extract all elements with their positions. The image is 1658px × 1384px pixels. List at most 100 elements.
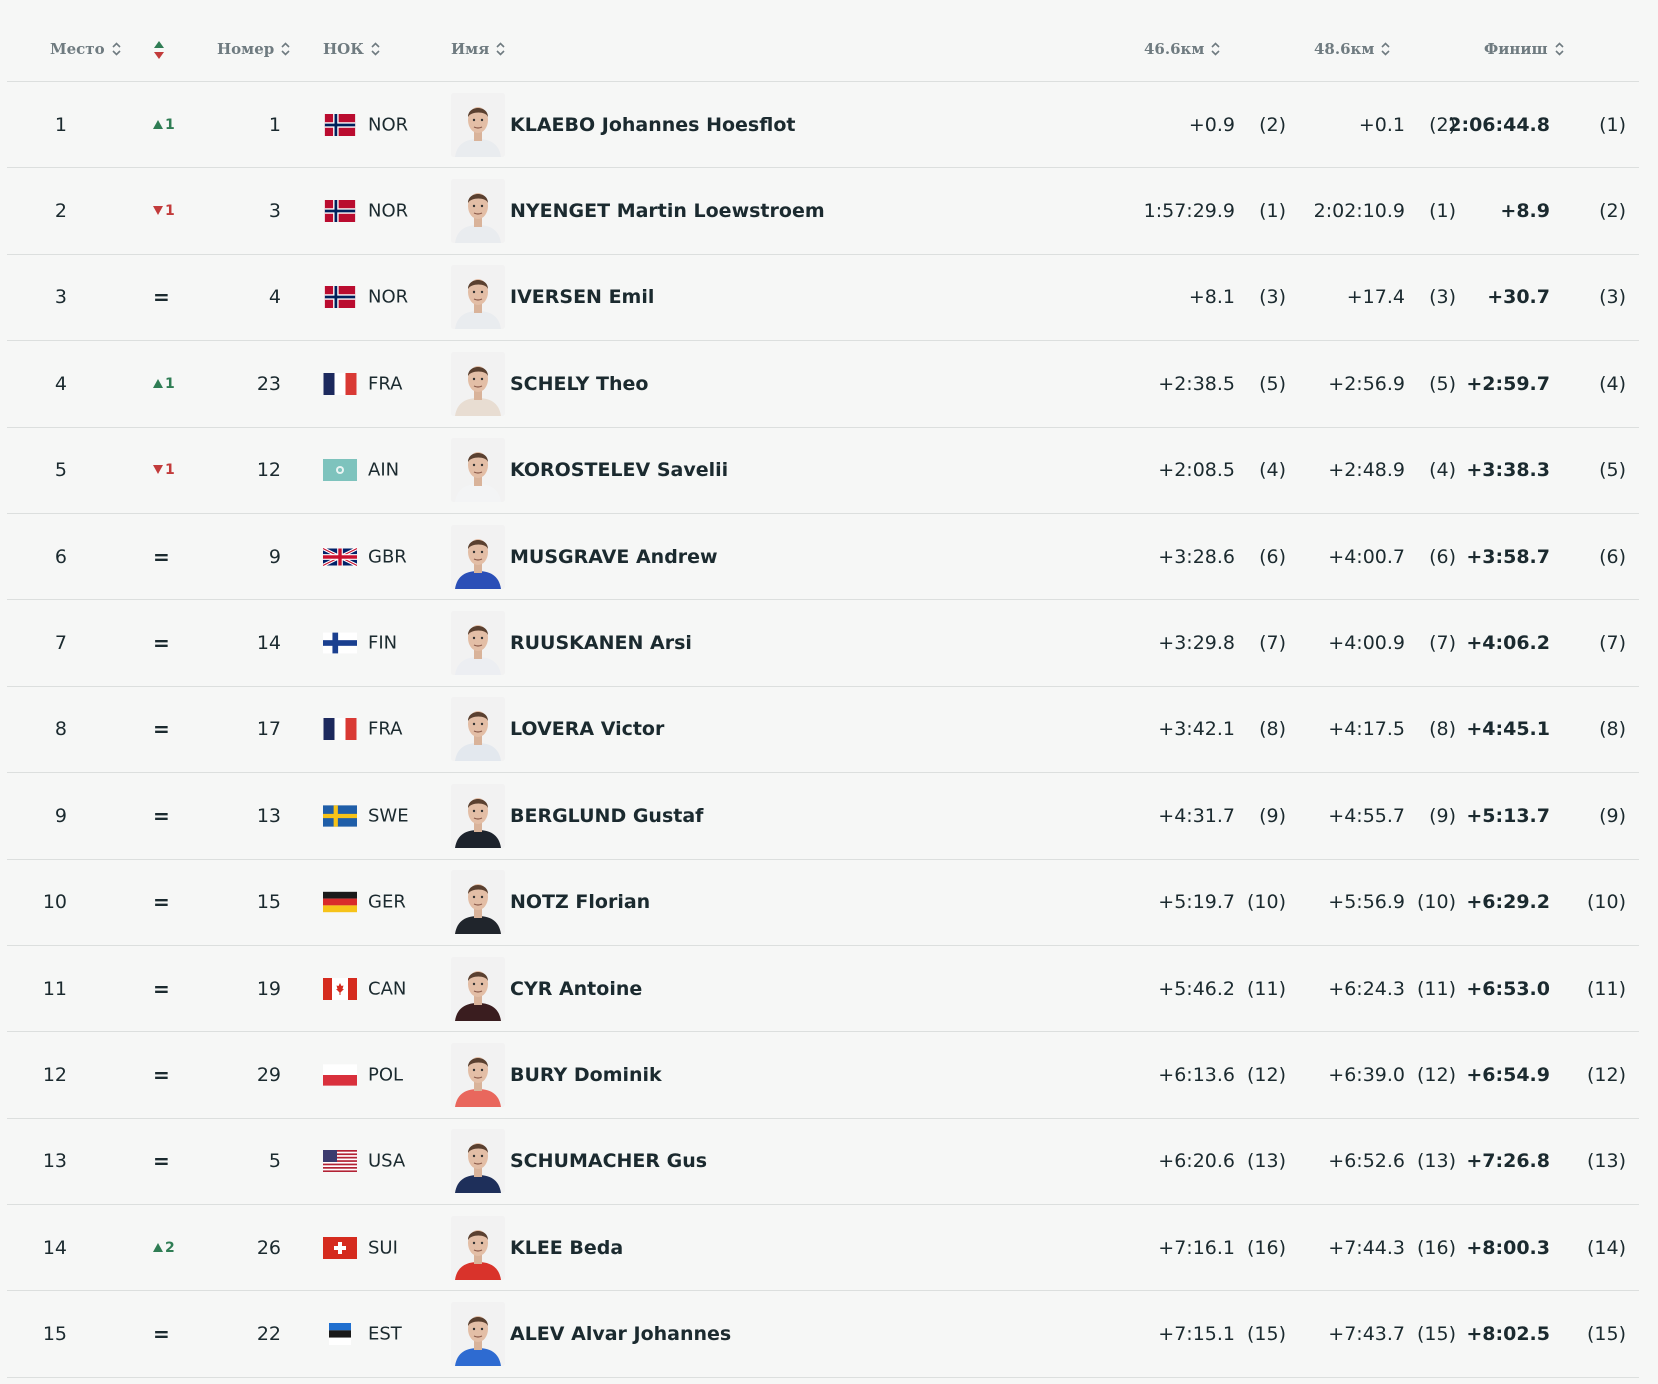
flag-icon	[323, 1323, 357, 1346]
table-row[interactable]: 9 = 13 SWE BERGLUND Gustaf +4:31.7 (9) +4:55.7 (…	[7, 773, 1639, 860]
noc-code: GBR	[368, 546, 407, 568]
table-row[interactable]: 1 1 1 NOR KLAEBO Johannes Hoesflot +0.9 (2) +0.…	[7, 82, 1639, 169]
noc-code: SUI	[368, 1237, 398, 1259]
athlete-name[interactable]: KLEE Beda	[510, 1236, 624, 1259]
split2-rank: (16)	[1416, 1236, 1456, 1259]
finish-time: +3:38.3	[1466, 459, 1550, 482]
split1-time: +6:13.6	[1158, 1063, 1235, 1086]
athlete-photo[interactable]	[451, 956, 505, 1021]
finish-rank: (8)	[1599, 718, 1626, 741]
split2-time: +4:00.7	[1328, 545, 1405, 568]
rank: 15	[42, 1323, 67, 1346]
finish-rank: (6)	[1599, 545, 1626, 568]
athlete-name[interactable]: SCHELY Theo	[510, 372, 649, 395]
rank: 4	[54, 372, 67, 395]
header-noc-label: НОК	[323, 40, 364, 58]
athlete-name[interactable]: CYR Antoine	[510, 977, 643, 1000]
noc-code: NOR	[368, 286, 409, 308]
athlete-photo[interactable]	[451, 1129, 505, 1194]
finish-rank: (13)	[1586, 1150, 1626, 1173]
rank-change: 1	[153, 376, 175, 392]
rank-change: =	[153, 631, 170, 655]
split1-rank: (10)	[1246, 891, 1286, 914]
trend-up-icon	[153, 376, 163, 392]
noc-code: USA	[368, 1150, 406, 1172]
athlete-name[interactable]: BURY Dominik	[510, 1063, 662, 1086]
athlete-photo[interactable]	[451, 611, 505, 676]
athlete-photo[interactable]	[451, 265, 505, 330]
athlete-name[interactable]: NYENGET Martin Loewstroem	[510, 200, 825, 223]
rank: 1	[54, 113, 67, 136]
column-header-split1[interactable]: 46.6км	[1144, 40, 1220, 58]
bib-number: 1	[268, 113, 281, 136]
athlete-photo[interactable]	[451, 870, 505, 935]
bib-number: 4	[268, 286, 281, 309]
athlete-photo[interactable]	[451, 697, 505, 762]
table-row[interactable]: 7 = 14 FIN RUUSKANEN Arsi +3:29.8 (7) +4:00.9 (7…	[7, 600, 1639, 687]
finish-time: +4:45.1	[1466, 718, 1550, 741]
finish-time: +6:54.9	[1466, 1063, 1550, 1086]
split2-time: +2:48.9	[1328, 459, 1405, 482]
table-row[interactable]: 3 = 4 NOR IVERSEN Emil +8.1 (3) +17.4 (3) +30.7 (3…	[7, 255, 1639, 342]
table-row[interactable]: 11 = 19 CAN CYR Antoine +5:46.2 (11) +6:24.3 (11…	[7, 946, 1639, 1033]
rank-change: =	[153, 285, 170, 309]
trend-unchanged: =	[153, 1149, 170, 1174]
athlete-name[interactable]: BERGLUND Gustaf	[510, 804, 704, 827]
finish-rank: (14)	[1586, 1236, 1626, 1259]
bib-number: 3	[268, 200, 281, 223]
trend-unchanged: =	[153, 544, 170, 569]
athlete-name[interactable]: KLAEBO Johannes Hoesflot	[510, 113, 796, 136]
athlete-photo[interactable]	[451, 524, 505, 589]
athlete-name[interactable]: MUSGRAVE Andrew	[510, 545, 718, 568]
table-body: 1 1 1 NOR KLAEBO Johannes Hoesflot +0.9 (2) +0.…	[7, 82, 1639, 1378]
column-header-split2[interactable]: 48.6км	[1314, 40, 1390, 58]
rank-change: 2	[153, 1240, 175, 1256]
athlete-photo[interactable]	[451, 438, 505, 503]
column-header-bib[interactable]: Номер	[217, 40, 290, 58]
athlete-name[interactable]: IVERSEN Emil	[510, 286, 655, 309]
athlete-name[interactable]: ALEV Alvar Johannes	[510, 1323, 732, 1346]
table-row[interactable]: 4 1 23 FRA SCHELY Theo +2:38.5 (5) +2:56.9 (5) +2…	[7, 341, 1639, 428]
split1-rank: (16)	[1246, 1236, 1286, 1259]
split2-time: +4:55.7	[1328, 804, 1405, 827]
column-header-noc[interactable]: НОК	[323, 40, 380, 58]
athlete-photo[interactable]	[451, 783, 505, 848]
split1-rank: (3)	[1259, 286, 1286, 309]
column-header-trend[interactable]	[153, 40, 165, 60]
athlete-photo[interactable]	[451, 1302, 505, 1367]
finish-rank: (12)	[1586, 1063, 1626, 1086]
table-row[interactable]: 15 = 22 EST ALEV Alvar Johannes +7:15.1 (15) +7…	[7, 1291, 1639, 1378]
athlete-name[interactable]: NOTZ Florian	[510, 891, 651, 914]
table-row[interactable]: 2 1 3 NOR NYENGET Martin Loewstroem 1:57:29.9…	[7, 168, 1639, 255]
table-row[interactable]: 5 1 12 AIN KOROSTELEV Savelii +2:08.5 (4) +2:48…	[7, 428, 1639, 514]
column-header-finish[interactable]: Финиш	[1484, 40, 1564, 58]
table-row[interactable]: 6 = 9 GBR MUSGRAVE Andrew +3:28.6 (6) +4:00.7 (6…	[7, 514, 1639, 601]
athlete-photo[interactable]	[451, 351, 505, 416]
flag-icon	[323, 718, 357, 741]
athlete-name[interactable]: SCHUMACHER Gus	[510, 1150, 708, 1173]
header-finish-label: Финиш	[1484, 40, 1548, 58]
noc-code: CAN	[368, 978, 407, 1000]
split1-rank: (15)	[1246, 1323, 1286, 1346]
column-header-place[interactable]: Место	[50, 40, 121, 58]
athlete-name[interactable]: RUUSKANEN Arsi	[510, 632, 692, 655]
athlete-name[interactable]: KOROSTELEV Savelii	[510, 459, 729, 482]
rank: 5	[54, 459, 67, 482]
table-row[interactable]: 10 = 15 GER NOTZ Florian +5:19.7 (10) +5:56.9 (1…	[7, 860, 1639, 946]
athlete-photo[interactable]	[451, 1215, 505, 1280]
table-row[interactable]: 12 = 29 POL BURY Dominik +6:13.6 (12) +6:39.0 (1…	[7, 1032, 1639, 1119]
table-row[interactable]: 14 2 26 SUI KLEE Beda +7:16.1 (16) +7:44.3 (16) +…	[7, 1205, 1639, 1292]
split1-time: +3:28.6	[1158, 545, 1235, 568]
split1-rank: (11)	[1246, 977, 1286, 1000]
athlete-photo[interactable]	[451, 92, 505, 157]
table-row[interactable]: 13 = 5 USA SCHUMACHER Gus +6:20.6 (13) +6:52.6 (…	[7, 1119, 1639, 1206]
athlete-name[interactable]: LOVERA Victor	[510, 718, 665, 741]
flag-icon	[323, 546, 357, 568]
table-row[interactable]: 8 = 17 FRA LOVERA Victor +3:42.1 (8) +4:17.5 (8)…	[7, 687, 1639, 774]
finish-rank: (5)	[1599, 459, 1626, 482]
athlete-photo[interactable]	[451, 1042, 505, 1107]
trend-unchanged: =	[153, 717, 170, 742]
split1-rank: (6)	[1259, 545, 1286, 568]
athlete-photo[interactable]	[451, 179, 505, 244]
column-header-name[interactable]: Имя	[451, 40, 505, 58]
